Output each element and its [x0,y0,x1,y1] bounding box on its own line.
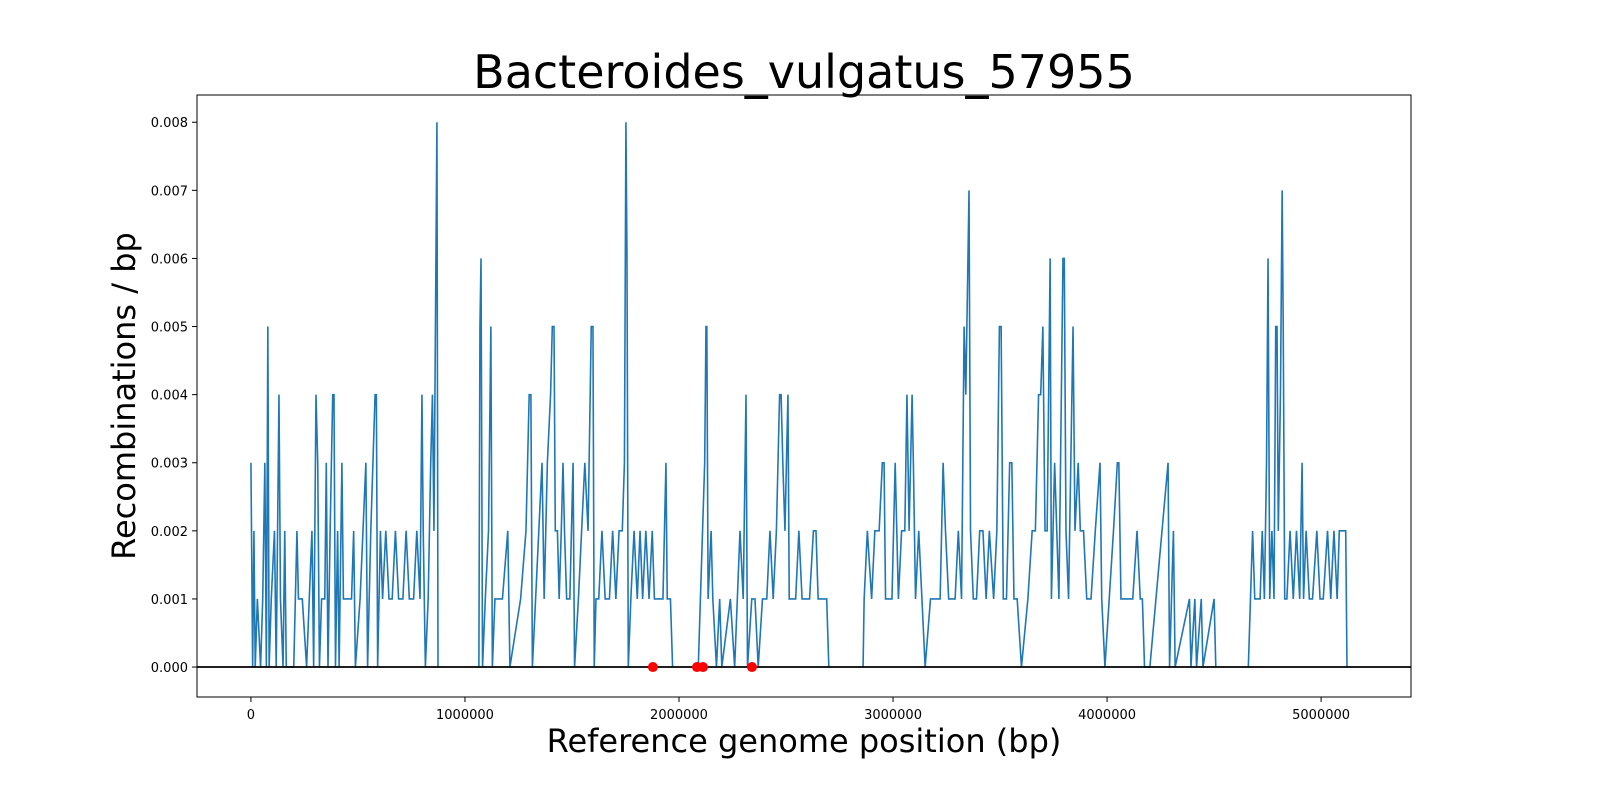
x-tick-label: 0 [247,708,255,723]
y-tick-label: 0.003 [151,457,188,472]
y-tick-label: 0.001 [151,593,188,608]
y-tick-label: 0.008 [151,116,188,131]
plot-frame [196,94,1412,698]
y-tick-label: 0.000 [151,661,188,676]
y-tick-label: 0.002 [151,525,188,540]
y-tick-label: 0.005 [151,321,188,336]
y-tick-label: 0.004 [151,389,188,404]
y-axis-label: Recombinations / bp [105,232,143,560]
x-axis-label: Reference genome position (bp) [547,722,1062,760]
x-tick-label: 5000000 [1292,708,1350,723]
plot-area [197,122,1411,673]
data-line [250,122,1348,668]
data-point [697,662,708,673]
chart-title: Bacteroides_vulgatus_57955 [473,45,1135,99]
x-tick-label: 1000000 [436,708,494,723]
data-point [647,662,658,673]
y-tick-label: 0.007 [151,184,188,199]
x-tick-label: 3000000 [864,708,922,723]
x-tick-label: 4000000 [1078,708,1136,723]
x-tick-label: 2000000 [650,708,708,723]
data-point [746,662,757,673]
y-tick-label: 0.006 [151,252,188,267]
